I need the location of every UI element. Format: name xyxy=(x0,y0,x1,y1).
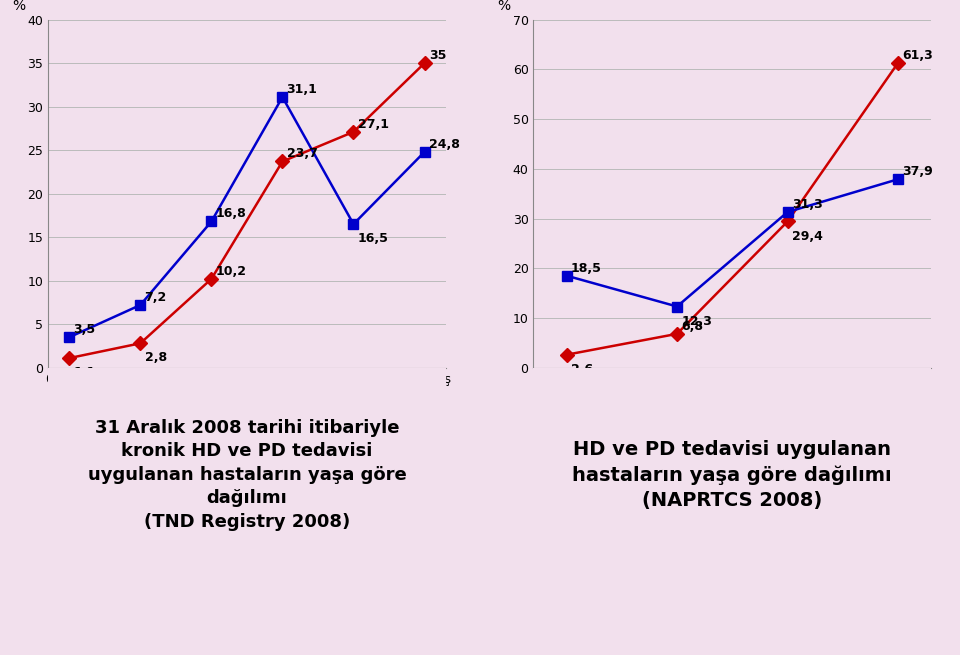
Text: 16,5: 16,5 xyxy=(358,232,389,245)
Text: 1,1: 1,1 xyxy=(74,366,96,379)
Legend: HD, PD: HD, PD xyxy=(132,426,242,449)
Text: 61,3: 61,3 xyxy=(902,48,933,62)
Text: 12,3: 12,3 xyxy=(682,314,712,328)
Text: 29,4: 29,4 xyxy=(792,229,823,242)
Legend: HD, PD: HD, PD xyxy=(590,426,699,449)
Text: 2,6: 2,6 xyxy=(570,363,593,376)
Text: %: % xyxy=(12,0,25,12)
Text: 37,9: 37,9 xyxy=(902,165,933,178)
Text: 6,8: 6,8 xyxy=(682,320,703,333)
Text: 31,1: 31,1 xyxy=(287,83,318,96)
Text: 31,3: 31,3 xyxy=(792,198,823,211)
Text: 3,5: 3,5 xyxy=(74,323,96,336)
Text: 7,2: 7,2 xyxy=(145,291,167,304)
Text: 35: 35 xyxy=(429,49,446,62)
Text: HD ve PD tedavisi uygulanan
hastaların yaşa göre dağılımı
(NAPRTCS 2008): HD ve PD tedavisi uygulanan hastaların y… xyxy=(572,440,892,510)
Text: 18,5: 18,5 xyxy=(570,261,602,274)
Text: 31 Aralık 2008 tarihi itibariyle
kronik HD ve PD tedavisi
uygulanan hastaların y: 31 Aralık 2008 tarihi itibariyle kronik … xyxy=(87,419,406,531)
Text: %: % xyxy=(497,0,511,12)
Text: 16,8: 16,8 xyxy=(216,208,247,220)
Text: 2,8: 2,8 xyxy=(145,351,167,364)
Text: 27,1: 27,1 xyxy=(358,118,389,131)
Text: 10,2: 10,2 xyxy=(216,265,247,278)
Text: 23,7: 23,7 xyxy=(287,147,318,160)
Text: 24,8: 24,8 xyxy=(429,138,460,151)
